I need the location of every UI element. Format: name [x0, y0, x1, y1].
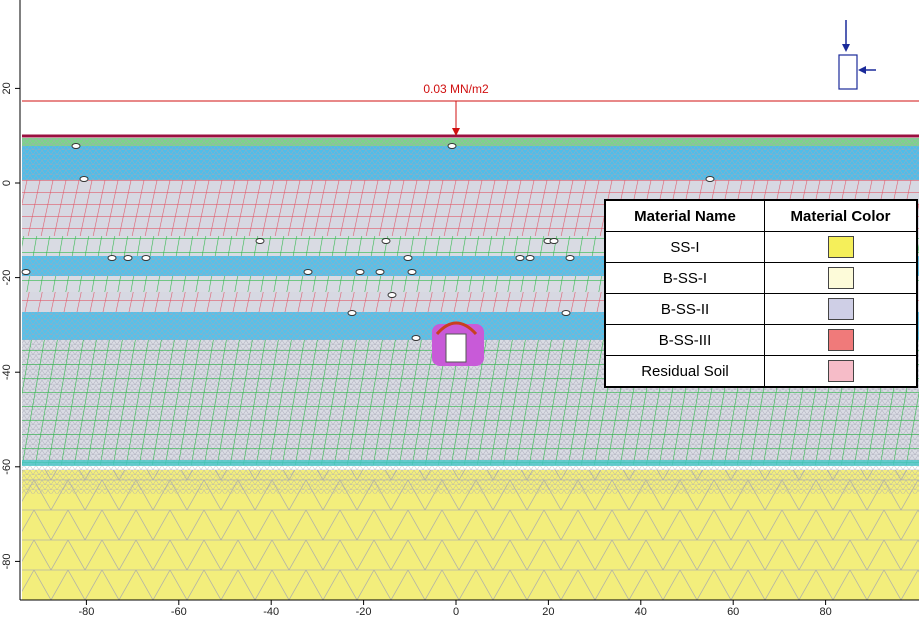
- legend-material-name: B-SS-III: [604, 324, 765, 356]
- y-tick-label: -60: [1, 459, 13, 475]
- mesh-node: [705, 176, 715, 182]
- mesh-node: [255, 238, 265, 244]
- mesh-node: [141, 255, 151, 261]
- material-legend: Material Name Material Color SS-I B-SS-I…: [604, 199, 918, 388]
- x-tick-label: -80: [78, 606, 94, 618]
- y-tick-label: -40: [1, 364, 13, 380]
- legend-material-color: [764, 231, 918, 263]
- load-label: 0.03 MN/m2: [423, 82, 489, 96]
- x-tick-label: 0: [453, 606, 459, 618]
- legend-header-color: Material Color: [764, 199, 918, 232]
- y-tick-label: 0: [1, 180, 13, 186]
- legend-row: B-SS-II: [604, 293, 918, 325]
- color-swatch: [827, 267, 854, 289]
- legend-material-color: [764, 262, 918, 294]
- mesh-node: [123, 255, 133, 261]
- color-swatch: [827, 360, 854, 382]
- legend-row: Residual Soil: [604, 355, 918, 388]
- mesh-node: [407, 269, 417, 275]
- x-tick-label: 80: [819, 606, 831, 618]
- mesh-node: [71, 143, 81, 149]
- legend-row: B-SS-III: [604, 324, 918, 356]
- color-swatch: [827, 298, 854, 320]
- x-tick-label: 20: [542, 606, 554, 618]
- mesh-nodes: [21, 143, 715, 341]
- legend-material-name: Residual Soil: [604, 355, 765, 388]
- x-tick-label: -40: [263, 606, 279, 618]
- mesh-node: [411, 335, 421, 341]
- mesh-node: [347, 310, 357, 316]
- legend-row: B-SS-I: [604, 262, 918, 294]
- x-tick-label: 40: [635, 606, 647, 618]
- mesh-node: [447, 143, 457, 149]
- x-tick-label: -20: [356, 606, 372, 618]
- legend-header-name: Material Name: [604, 199, 765, 232]
- band-top-green-mesh: [22, 138, 919, 146]
- band-cyan-upper-mesh: [22, 146, 919, 180]
- legend-material-color: [764, 293, 918, 325]
- x-tick-label: 60: [727, 606, 739, 618]
- mesh-node: [355, 269, 365, 275]
- mesh-node: [303, 269, 313, 275]
- y-tick-label: -80: [1, 553, 13, 569]
- legend-material-name: SS-I: [604, 231, 765, 263]
- mesh-node: [21, 269, 31, 275]
- legend-material-color: [764, 355, 918, 388]
- y-tick-label: -20: [1, 270, 13, 286]
- legend-material-name: B-SS-I: [604, 262, 765, 294]
- mesh-node: [375, 269, 385, 275]
- load-arrow-head: [452, 128, 460, 136]
- legend-material-name: B-SS-II: [604, 293, 765, 325]
- mesh-node: [381, 238, 391, 244]
- legend-row: SS-I: [604, 231, 918, 263]
- mesh-node: [549, 238, 559, 244]
- mesh-node: [107, 255, 117, 261]
- tunnel: [432, 321, 484, 366]
- x-tick-label: -60: [171, 606, 187, 618]
- color-swatch: [827, 329, 854, 351]
- mesh-node: [565, 255, 575, 261]
- mesh-node: [79, 176, 89, 182]
- mesh-node: [525, 255, 535, 261]
- boundary-condition-icon: [838, 20, 876, 90]
- y-tick-label: 20: [1, 82, 13, 94]
- mesh-node: [387, 292, 397, 298]
- mesh-node: [561, 310, 571, 316]
- legend-material-color: [764, 324, 918, 356]
- band-cyan-bottom: [22, 460, 919, 466]
- layer-transition: [22, 464, 919, 494]
- mesh-node: [515, 255, 525, 261]
- color-swatch: [827, 236, 854, 258]
- mesh-node: [403, 255, 413, 261]
